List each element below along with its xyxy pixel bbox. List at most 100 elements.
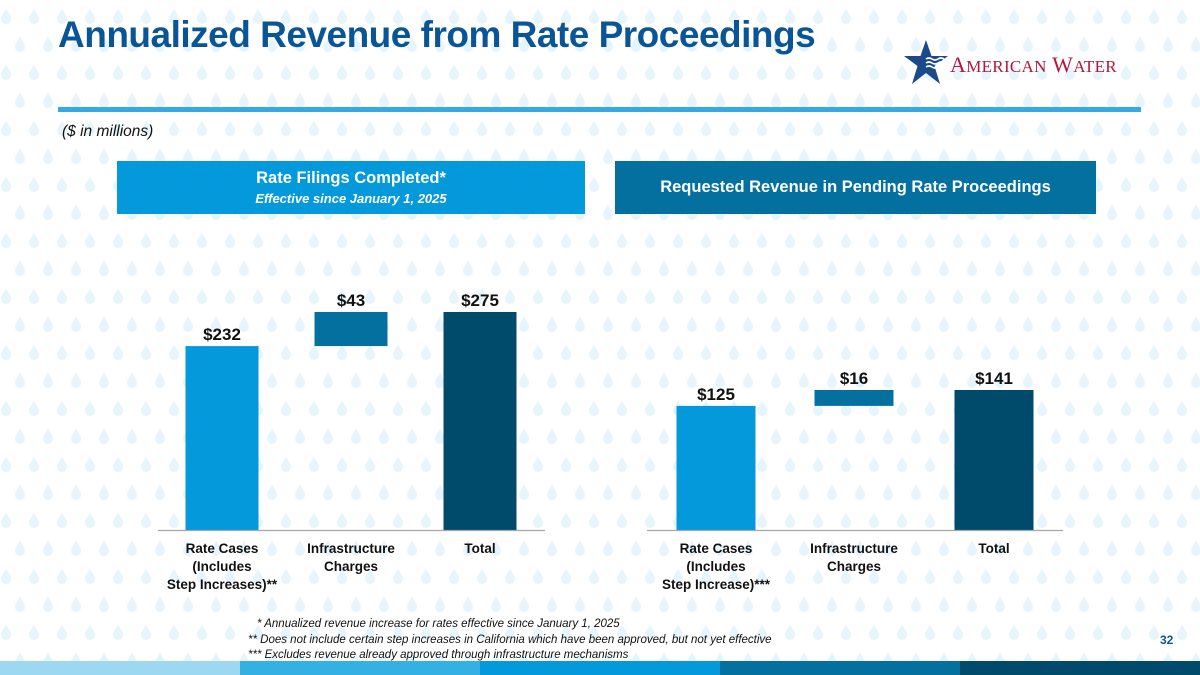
water-drop-icon: [113, 64, 123, 80]
water-drop-icon: [575, 148, 585, 164]
water-drop-icon: [603, 204, 613, 220]
water-drop-icon: [155, 484, 165, 500]
water-drop-icon: [127, 540, 137, 556]
water-drop-icon: [15, 148, 25, 164]
water-drop-icon: [1, 400, 11, 416]
water-drop-icon: [57, 344, 67, 360]
water-drop-icon: [309, 8, 319, 24]
water-drop-icon: [337, 344, 347, 360]
water-drop-icon: [197, 64, 207, 80]
water-drop-icon: [309, 512, 319, 528]
water-drop-icon: [29, 8, 39, 24]
water-drop-icon: [309, 624, 319, 640]
data-label: $141: [975, 369, 1013, 388]
water-drop-icon: [1163, 540, 1173, 556]
water-drop-icon: [1121, 512, 1131, 528]
water-drop-icon: [1121, 120, 1131, 136]
water-drop-icon: [547, 372, 557, 388]
water-drop-icon: [1023, 36, 1033, 52]
footnote-2: ** Does not include certain step increas…: [248, 633, 772, 646]
water-drop-icon: [85, 232, 95, 248]
water-drop-icon: [225, 232, 235, 248]
water-drop-icon: [29, 512, 39, 528]
water-drop-icon: [1079, 484, 1089, 500]
water-drop-icon: [281, 624, 291, 640]
water-drop-icon: [645, 232, 655, 248]
water-drop-icon: [897, 624, 907, 640]
water-drop-icon: [701, 232, 711, 248]
water-drop-icon: [645, 344, 655, 360]
water-drop-icon: [645, 64, 655, 80]
water-drop-icon: [113, 344, 123, 360]
water-drop-icon: [925, 456, 935, 472]
water-drop-icon: [99, 540, 109, 556]
water-drop-icon: [1149, 232, 1159, 248]
water-drop-icon: [211, 260, 221, 276]
water-drop-icon: [897, 344, 907, 360]
water-drop-icon: [967, 372, 977, 388]
water-drop-icon: [925, 400, 935, 416]
water-drop-icon: [99, 372, 109, 388]
water-drop-icon: [141, 568, 151, 584]
water-drop-icon: [1135, 92, 1145, 108]
water-drop-icon: [379, 92, 389, 108]
water-drop-icon: [841, 568, 851, 584]
water-drop-icon: [57, 568, 67, 584]
water-drop-icon: [1135, 316, 1145, 332]
water-drop-icon: [1107, 596, 1117, 612]
water-drop-icon: [603, 596, 613, 612]
water-drop-icon: [1051, 428, 1061, 444]
water-drop-icon: [1, 344, 11, 360]
star-wave-icon: [904, 40, 948, 84]
water-drop-icon: [505, 624, 515, 640]
water-drop-icon: [1149, 344, 1159, 360]
water-drop-icon: [85, 400, 95, 416]
water-drop-icon: [71, 204, 81, 220]
water-drop-icon: [883, 596, 893, 612]
water-drop-icon: [855, 92, 865, 108]
logo-wordmark: AMERICAN WATER: [950, 52, 1117, 77]
water-drop-icon: [141, 232, 151, 248]
water-drop-icon: [169, 344, 179, 360]
water-drop-icon: [869, 624, 879, 640]
water-drop-icon: [281, 456, 291, 472]
water-drop-icon: [1121, 624, 1131, 640]
water-drop-icon: [1177, 176, 1187, 192]
water-drop-icon: [351, 540, 361, 556]
water-drop-icon: [785, 344, 795, 360]
water-drop-icon: [1177, 512, 1187, 528]
water-drop-icon: [533, 568, 543, 584]
water-drop-icon: [953, 568, 963, 584]
water-drop-icon: [603, 260, 613, 276]
water-drop-icon: [1191, 36, 1200, 52]
water-drop-icon: [113, 232, 123, 248]
water-drop-icon: [630, 36, 641, 53]
water-drop-icon: [673, 344, 683, 360]
water-drop-icon: [575, 92, 585, 108]
water-drop-icon: [1009, 8, 1019, 24]
water-drop-icon: [1009, 568, 1019, 584]
water-drop-icon: [1023, 148, 1033, 164]
water-drop-icon: [673, 64, 683, 80]
water-drop-icon: [43, 540, 53, 556]
water-drop-icon: [813, 568, 823, 584]
water-drop-icon: [533, 8, 543, 24]
water-drop-icon: [15, 92, 25, 108]
water-drop-icon: [1065, 8, 1075, 24]
water-drop-icon: [855, 316, 865, 332]
water-drop-icon: [85, 512, 95, 528]
water-drop-icon: [337, 120, 347, 136]
water-drop-icon: [953, 64, 963, 80]
water-drop-icon: [785, 456, 795, 472]
water-drop-icon: [71, 372, 81, 388]
water-drop-icon: [1135, 540, 1145, 556]
water-drop-icon: [743, 596, 753, 612]
water-drop-icon: [57, 120, 67, 136]
water-drop-icon: [1177, 232, 1187, 248]
water-drop-icon: [939, 36, 949, 52]
water-drop-icon: [967, 316, 977, 332]
water-drop-icon: [715, 596, 725, 612]
water-drop-icon: [435, 428, 445, 444]
water-drop-icon: [701, 344, 711, 360]
water-drop-icon: [155, 260, 165, 276]
